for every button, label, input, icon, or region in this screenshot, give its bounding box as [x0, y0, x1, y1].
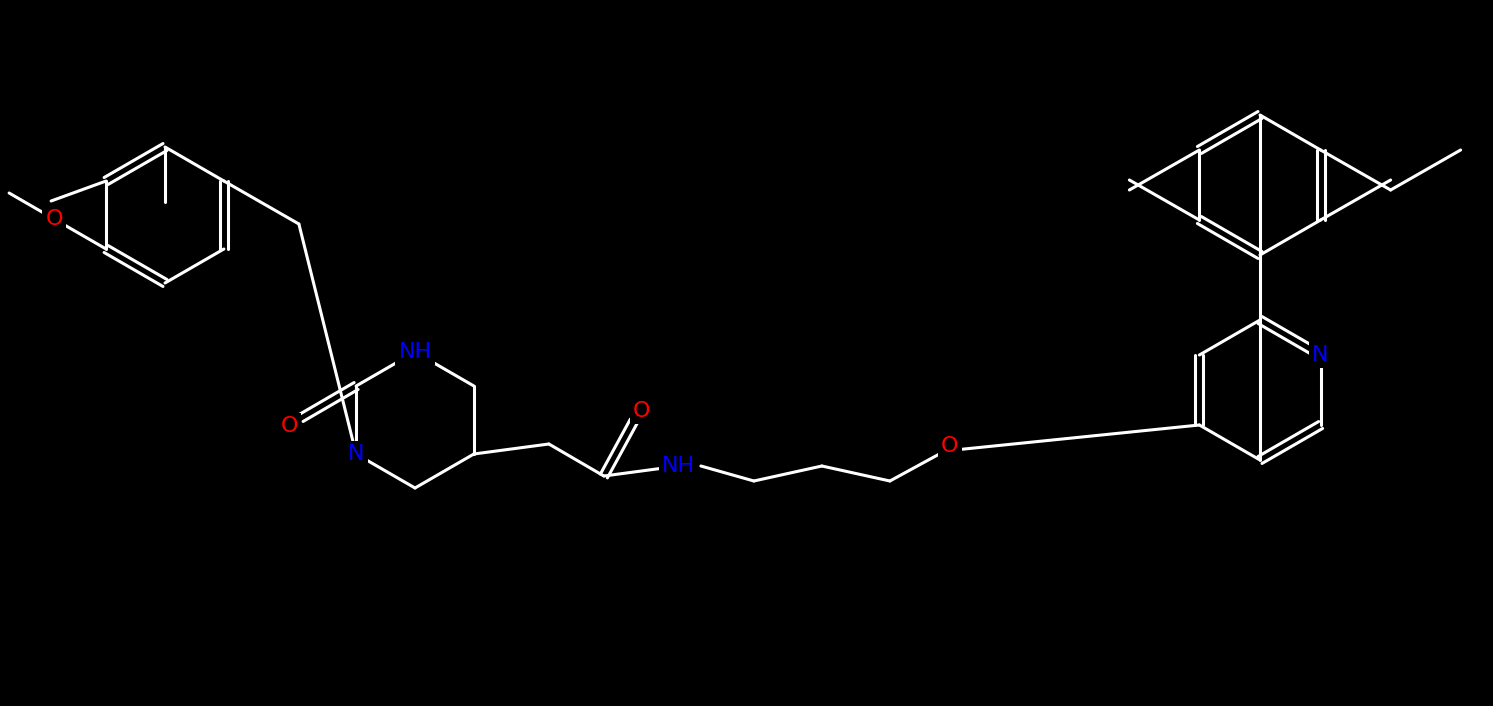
Text: NH: NH [663, 456, 696, 476]
Text: O: O [45, 209, 63, 229]
Text: N: N [1312, 345, 1329, 365]
Text: O: O [941, 436, 959, 456]
Text: O: O [281, 416, 299, 436]
Text: O: O [633, 401, 651, 421]
Text: NH: NH [399, 342, 431, 362]
Text: N: N [348, 444, 364, 464]
